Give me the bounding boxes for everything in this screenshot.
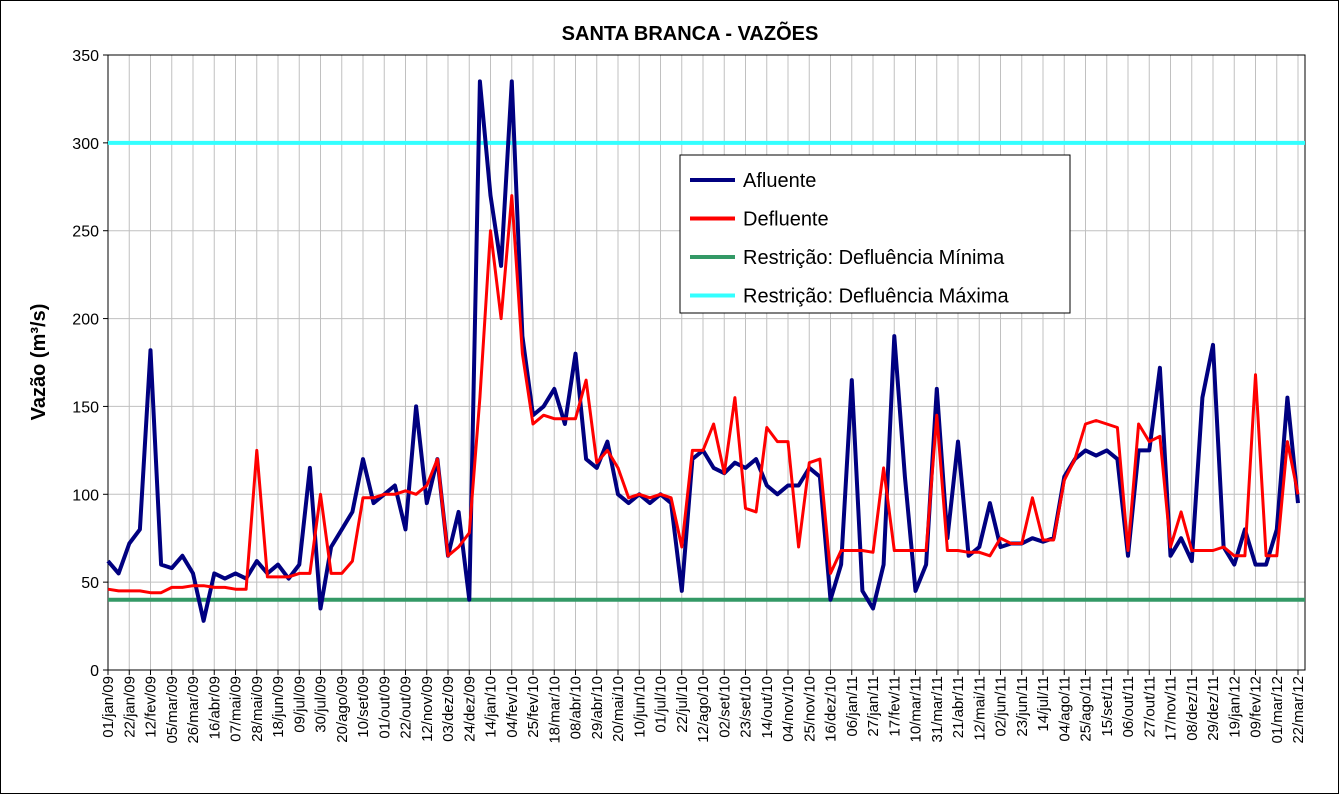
x-tick-label: 01/jan/09: [100, 676, 117, 738]
x-tick-label: 22/jul/10: [674, 676, 691, 733]
x-tick-label: 09/jul/09: [291, 676, 308, 733]
plot-area: [107, 54, 1306, 671]
y-tick-label: 150: [72, 399, 99, 416]
x-tick-label: 15/set/11: [1099, 676, 1116, 737]
x-tick-label: 01/jul/10: [653, 676, 670, 733]
x-tick-label: 27/out/11: [1141, 676, 1158, 737]
x-tick-label: 01/mar/12: [1269, 676, 1286, 744]
x-tick-label: 29/abr/10: [589, 676, 606, 739]
x-tick-label: 23/jun/11: [1014, 676, 1031, 737]
x-tick-label: 28/mai/09: [249, 676, 266, 742]
x-tick-label: 10/set/09: [355, 676, 372, 738]
x-tick-label: 08/abr/10: [568, 676, 585, 739]
x-tick-label: 17/nov/11: [1163, 676, 1180, 741]
x-tick-label: 02/set/10: [716, 676, 733, 738]
y-tick-label: 300: [72, 136, 99, 153]
legend-label: Defluente: [743, 209, 829, 231]
x-tick-label: 22/out/09: [398, 676, 415, 739]
legend-label: Restrição: Defluência Máxima: [743, 286, 1010, 308]
x-tick-label: 16/abr/09: [206, 676, 223, 739]
series-line: [107, 194, 1300, 595]
x-tick-label: 25/fev/10: [525, 676, 542, 738]
x-tick-label: 12/nov/09: [419, 676, 436, 742]
x-tick-label: 05/mar/09: [164, 676, 181, 744]
x-tick-label: 12/ago/10: [695, 676, 712, 743]
y-tick-label: 100: [72, 487, 99, 504]
x-tick-label: 03/dez/09: [440, 676, 457, 742]
x-tick-label: 09/fev/12: [1248, 676, 1265, 738]
y-tick-label: 50: [81, 575, 99, 592]
y-tick-label: 350: [72, 48, 99, 65]
x-tick-label: 25/ago/11: [1078, 676, 1095, 742]
legend-label: Restrição: Defluência Mínima: [743, 247, 1005, 269]
legend-box: [679, 154, 1071, 314]
x-tick-label: 31/mar/11: [929, 676, 946, 742]
legend: Afluente Defluente Restrição: Defluência M…: [679, 154, 1071, 314]
x-tick-label: 26/mar/09: [185, 676, 202, 744]
x-tick-label: 18/jun/09: [270, 676, 287, 738]
chart-title: SANTA BRANCA - VAZÕES: [562, 21, 819, 45]
x-tick-label: 12/fev/09: [143, 676, 160, 738]
x-tick-label: 14/out/10: [759, 676, 776, 739]
x-tick-label: 04/nov/10: [780, 676, 797, 742]
x-tick-label: 20/ago/09: [334, 676, 351, 743]
legend-label: Afluente: [743, 170, 816, 192]
x-tick-label: 27/jan/11: [865, 676, 882, 737]
x-tick-label: 23/set/10: [738, 676, 755, 738]
x-tick-label: 04/fev/10: [504, 676, 521, 738]
x-tick-label: 19/jan/12: [1226, 676, 1243, 738]
x-tick-label: 04/ago/11: [1056, 676, 1073, 742]
x-tick-label: 21/abr/11: [950, 676, 967, 738]
x-tick-label: 06/out/11: [1120, 676, 1137, 737]
x-tick-label: 25/nov/10: [801, 676, 818, 742]
x-tick-label: 10/mar/11: [908, 676, 925, 742]
x-tick-label: 16/dez/10: [823, 676, 840, 742]
y-tick-label: 250: [72, 224, 99, 241]
x-tick-label: 17/fev/11: [886, 676, 903, 737]
x-tick-label: 14/jan/10: [483, 676, 500, 738]
y-tick-label: 0: [90, 663, 99, 680]
x-tick-label: 22/jan/09: [121, 676, 138, 738]
x-tick-label: 30/jul/09: [313, 676, 330, 733]
x-tick-label: 29/dez/11: [1205, 676, 1222, 741]
x-tick-label: 18/mar/10: [546, 676, 563, 744]
x-tick-label: 14/jul/11: [1035, 676, 1052, 732]
x-tick-label: 01/out/09: [376, 676, 393, 739]
x-tick-label: 07/mai/09: [228, 676, 245, 742]
y-tick-label: 200: [72, 312, 99, 329]
x-tick-label: 22/mar/12: [1290, 676, 1307, 744]
y-axis-label: Vazão (m³/s): [28, 304, 50, 421]
x-tick-label: 20/mai/10: [610, 676, 627, 742]
x-tick-label: 02/jun/11: [993, 676, 1010, 737]
x-tick-label: 08/dez/11: [1184, 676, 1201, 741]
x-tick-label: 24/dez/09: [461, 676, 478, 742]
x-tick-label: 12/mai/11: [971, 676, 988, 741]
x-tick-label: 06/jan/11: [844, 676, 861, 737]
x-tick-label: 10/jun/10: [631, 676, 648, 738]
